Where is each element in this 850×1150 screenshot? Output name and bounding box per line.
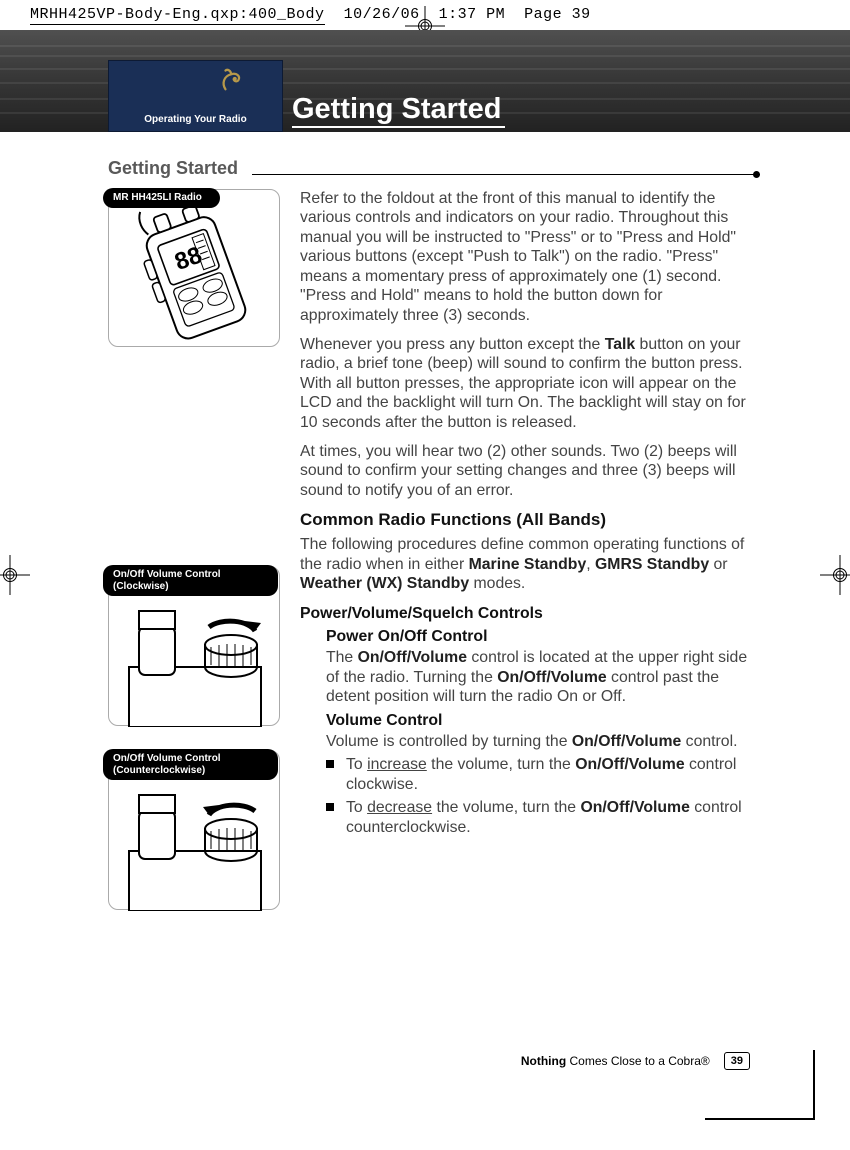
paragraph-power: The On/Off/Volume control is located at … xyxy=(326,648,760,706)
cobra-icon xyxy=(218,65,246,93)
slugline-page: Page 39 xyxy=(524,6,591,23)
heading-power: Power On/Off Control xyxy=(326,627,760,646)
slugline-file: MRHH425VP-Body-Eng.qxp:400_Body xyxy=(30,6,325,25)
list-item-decrease: To decrease the volume, turn the On/Off/… xyxy=(326,798,760,837)
print-slugline: MRHH425VP-Body-Eng.qxp:400_Body 10/26/06… xyxy=(30,6,591,23)
heading-pvs: Power/Volume/Squelch Controls xyxy=(300,604,760,623)
footer-tagline: Nothing Comes Close to a Cobra® xyxy=(521,1054,710,1068)
text-column: Refer to the foldout at the front of thi… xyxy=(300,189,760,934)
figure-volume-ccw-label: On/Off Volume Control (Counterclockwise) xyxy=(103,749,278,780)
page-footer: Nothing Comes Close to a Cobra® 39 xyxy=(521,1052,750,1070)
radio-illustration: 88 xyxy=(109,190,281,348)
heading-volume: Volume Control xyxy=(326,711,760,730)
figure-radio-label: MR HH425LI Radio xyxy=(103,188,220,208)
section-heading: Getting Started xyxy=(108,158,252,179)
banner-title: Getting Started xyxy=(292,93,505,128)
registration-mark-right xyxy=(820,555,850,595)
figure-column: MR HH425LI Radio 88 xyxy=(108,189,280,934)
figure-volume-ccw: On/Off Volume Control (Counterclockwise) xyxy=(108,750,280,910)
paragraph-talk: Whenever you press any button except the… xyxy=(300,335,760,432)
page-number: 39 xyxy=(724,1052,750,1070)
slugline-time: 1:37 PM xyxy=(439,6,506,23)
figure-volume-cw: On/Off Volume Control (Clockwise) xyxy=(108,566,280,726)
figure-volume-cw-label: On/Off Volume Control (Clockwise) xyxy=(103,565,278,596)
paragraph-intro: Refer to the foldout at the front of thi… xyxy=(300,189,760,325)
paragraph-modes: The following procedures define common o… xyxy=(300,535,760,593)
figure-radio: MR HH425LI Radio 88 xyxy=(108,189,280,347)
section-rule xyxy=(252,174,760,175)
volume-list: To increase the volume, turn the On/Off/… xyxy=(326,755,760,837)
paragraph-volume: Volume is controlled by turning the On/O… xyxy=(326,732,760,751)
page-content: Getting Started MR HH425LI Radio 88 xyxy=(108,158,760,934)
registration-mark-left xyxy=(0,555,30,595)
list-item-increase: To increase the volume, turn the On/Off/… xyxy=(326,755,760,794)
heading-common-functions: Common Radio Functions (All Bands) xyxy=(300,510,760,531)
paragraph-beeps: At times, you will hear two (2) other so… xyxy=(300,442,760,500)
indent-block: Power On/Off Control The On/Off/Volume c… xyxy=(326,627,760,752)
tab-caption: Operating Your Radio xyxy=(109,114,282,125)
section-heading-row: Getting Started xyxy=(108,158,760,179)
section-tab: Operating Your Radio xyxy=(108,60,283,132)
